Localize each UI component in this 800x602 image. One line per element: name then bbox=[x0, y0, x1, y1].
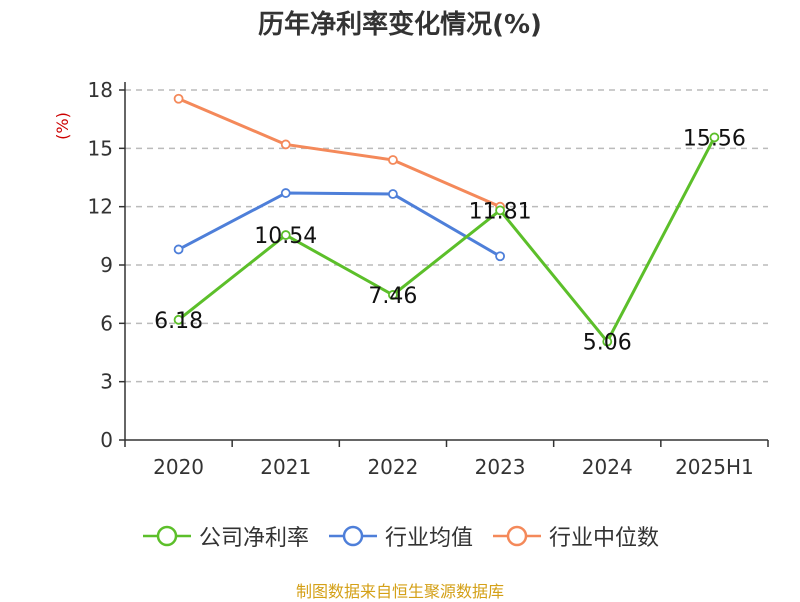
series-0 bbox=[173, 132, 720, 347]
legend-label: 行业中位数 bbox=[549, 526, 660, 551]
axes: 0 3 6 9 12 15 18 2020 2021 2022 2023 2024 2025H1 bbox=[88, 78, 769, 479]
data-point bbox=[495, 251, 505, 262]
legend-label: 行业均值 bbox=[384, 526, 473, 551]
x-tick-label: 2021 bbox=[260, 455, 311, 479]
y-tick-label: 0 bbox=[100, 428, 113, 452]
data-point bbox=[173, 244, 184, 255]
source-note: 制图数据来自恒生聚源数据库 bbox=[295, 582, 504, 601]
legend-label: 公司净利率 bbox=[198, 526, 309, 551]
series bbox=[173, 93, 720, 347]
y-tick-label: 12 bbox=[88, 195, 113, 219]
legend-marker-icon bbox=[142, 525, 191, 547]
x-tick-label: 2023 bbox=[475, 455, 526, 479]
data-label: 10.54 bbox=[254, 224, 317, 249]
data-point bbox=[602, 336, 613, 347]
chart-title: 历年净利率变化情况(%) bbox=[258, 10, 542, 40]
data-label: 15.56 bbox=[683, 126, 746, 151]
data-point bbox=[388, 290, 398, 300]
grid-lines bbox=[125, 89, 768, 383]
data-label: 7.46 bbox=[368, 284, 417, 309]
y-axis-unit-label: (%) bbox=[53, 112, 72, 140]
data-point bbox=[495, 205, 505, 216]
y-tick-label: 3 bbox=[100, 370, 113, 394]
y-tick-label: 18 bbox=[88, 78, 113, 102]
data-labels: 6.18 10.54 7.46 11.81 5.06 15.56 bbox=[154, 126, 746, 355]
series-line bbox=[177, 191, 501, 258]
legend: 公司净利率 行业均值 行业中位数 bbox=[0, 520, 800, 552]
data-label: 11.81 bbox=[469, 199, 532, 224]
legend-marker-icon bbox=[493, 525, 541, 547]
data-label: 5.06 bbox=[583, 331, 632, 356]
x-tick-label: 2020 bbox=[153, 455, 204, 479]
y-tick-label: 6 bbox=[100, 311, 113, 335]
x-tick-label: 2024 bbox=[582, 455, 633, 479]
data-point bbox=[280, 188, 291, 198]
data-point bbox=[280, 139, 291, 150]
y-tick-label: 9 bbox=[100, 253, 113, 277]
data-point bbox=[280, 230, 291, 240]
series-1 bbox=[173, 188, 505, 262]
data-point bbox=[173, 93, 184, 104]
legend-marker-icon bbox=[328, 525, 377, 547]
legend-item[interactable]: 行业中位数 bbox=[491, 520, 659, 552]
y-tick-label: 15 bbox=[88, 136, 113, 160]
x-tick-label: 2022 bbox=[367, 455, 418, 479]
data-point bbox=[173, 314, 184, 325]
data-point bbox=[709, 132, 720, 143]
series-line bbox=[177, 136, 716, 344]
legend-item[interactable]: 公司净利率 bbox=[141, 520, 309, 552]
data-point bbox=[388, 189, 398, 199]
data-point bbox=[388, 155, 398, 165]
legend-item[interactable]: 行业均值 bbox=[327, 520, 473, 552]
x-tick-label: 2025H1 bbox=[675, 455, 754, 479]
data-label: 6.18 bbox=[154, 309, 203, 334]
series-line bbox=[177, 97, 501, 209]
series-2 bbox=[173, 93, 505, 212]
